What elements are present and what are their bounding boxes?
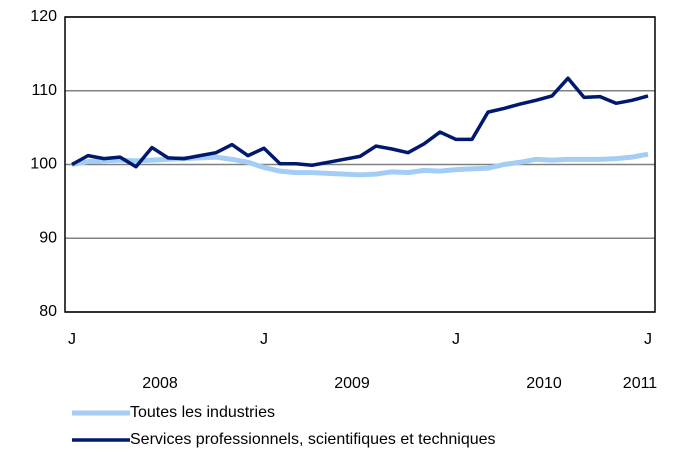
- year-label: 2008: [142, 375, 178, 392]
- x-tick-label: J: [452, 331, 460, 348]
- legend-label: Toutes les industries: [130, 404, 275, 421]
- y-tick-label: 100: [30, 156, 57, 173]
- y-tick-label: 110: [31, 82, 57, 99]
- year-label: 2010: [526, 375, 562, 392]
- legend-label: Services professionnels, scientifiques e…: [130, 431, 496, 448]
- x-tick-label: J: [260, 331, 268, 348]
- y-tick-label: 90: [39, 229, 57, 246]
- plot-border: [64, 16, 656, 313]
- year-label: 2011: [623, 375, 658, 392]
- series-line: [71, 76, 649, 169]
- x-tick-label: J: [644, 331, 652, 348]
- year-label: 2009: [334, 375, 370, 392]
- y-tick-label: 80: [39, 303, 57, 320]
- x-tick-label: J: [68, 331, 76, 348]
- y-tick-label: 120: [30, 8, 57, 25]
